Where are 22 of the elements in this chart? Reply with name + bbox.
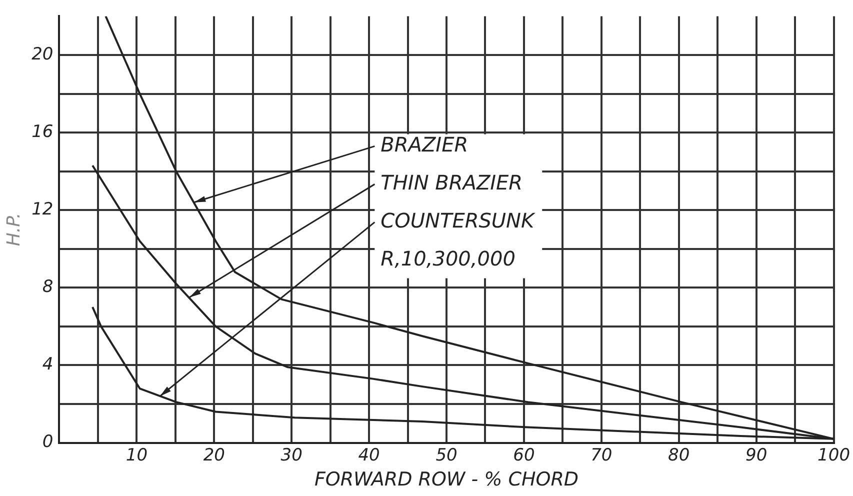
annotation: THIN BRAZIER — [380, 170, 523, 194]
x-tick-label: 70 — [590, 445, 612, 466]
annotation: R,10,300,000 — [380, 246, 516, 270]
x-tick-label: 40 — [358, 445, 380, 466]
x-tick-label: 20 — [203, 445, 225, 466]
x-axis-title: FORWARD ROW - % CHORD — [314, 468, 579, 491]
x-tick-label: 10 — [126, 445, 148, 466]
y-tick-label: 0 — [42, 432, 54, 452]
y-tick-label: 20 — [32, 44, 54, 64]
y-tick-label: 12 — [32, 200, 54, 220]
annotation: COUNTERSUNK — [380, 208, 536, 232]
x-tick-label: 50 — [436, 445, 458, 466]
annotation: BRAZIER — [380, 132, 468, 156]
y-tick-label: 4 — [42, 354, 54, 375]
y-tick-label: 8 — [42, 277, 54, 298]
x-tick-label: 80 — [668, 445, 690, 466]
x-tick-label: 60 — [513, 445, 535, 466]
x-tick-label: 90 — [746, 445, 768, 466]
y-tick-label: 16 — [32, 122, 54, 142]
x-tick-label: 100 — [818, 445, 850, 466]
x-tick-label: 30 — [280, 445, 302, 466]
y-axis-title: H.P. — [3, 212, 24, 246]
